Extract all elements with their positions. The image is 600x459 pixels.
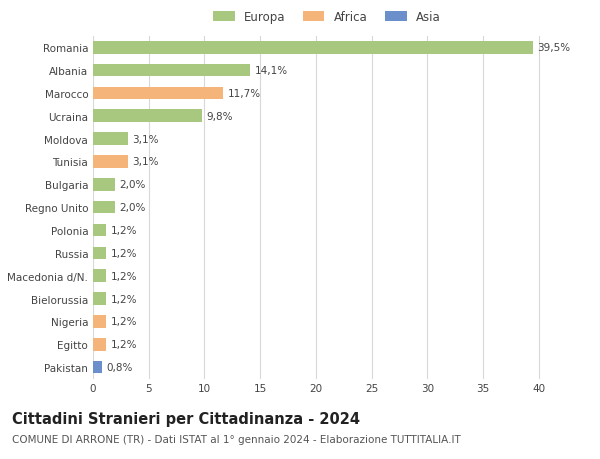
Bar <box>93 224 106 237</box>
Bar <box>93 315 106 328</box>
Bar <box>93 247 106 259</box>
Bar <box>93 156 128 168</box>
Text: 3,1%: 3,1% <box>132 157 158 167</box>
Text: 2,0%: 2,0% <box>120 180 146 190</box>
Legend: Europa, Africa, Asia: Europa, Africa, Asia <box>210 7 444 28</box>
Bar <box>93 361 102 374</box>
Text: Cittadini Stranieri per Cittadinanza - 2024: Cittadini Stranieri per Cittadinanza - 2… <box>12 411 360 426</box>
Text: COMUNE DI ARRONE (TR) - Dati ISTAT al 1° gennaio 2024 - Elaborazione TUTTITALIA.: COMUNE DI ARRONE (TR) - Dati ISTAT al 1°… <box>12 434 461 444</box>
Text: 39,5%: 39,5% <box>538 43 571 53</box>
Text: 0,8%: 0,8% <box>106 362 133 372</box>
Bar <box>93 110 202 123</box>
Text: 1,2%: 1,2% <box>111 248 137 258</box>
Text: 14,1%: 14,1% <box>254 66 287 76</box>
Bar <box>93 179 115 191</box>
Text: 1,2%: 1,2% <box>111 225 137 235</box>
Text: 1,2%: 1,2% <box>111 317 137 327</box>
Text: 3,1%: 3,1% <box>132 134 158 144</box>
Bar <box>93 42 533 54</box>
Text: 1,2%: 1,2% <box>111 271 137 281</box>
Bar <box>93 293 106 305</box>
Text: 1,2%: 1,2% <box>111 340 137 349</box>
Bar <box>93 202 115 214</box>
Bar <box>93 88 223 100</box>
Text: 1,2%: 1,2% <box>111 294 137 304</box>
Bar <box>93 270 106 282</box>
Bar <box>93 133 128 146</box>
Bar <box>93 65 250 77</box>
Text: 11,7%: 11,7% <box>228 89 261 99</box>
Bar <box>93 338 106 351</box>
Text: 2,0%: 2,0% <box>120 203 146 213</box>
Text: 9,8%: 9,8% <box>206 112 233 122</box>
